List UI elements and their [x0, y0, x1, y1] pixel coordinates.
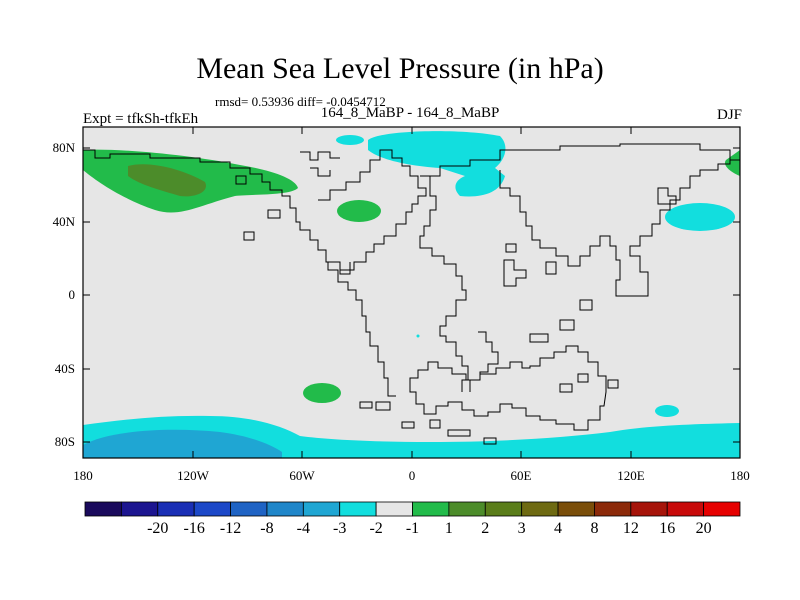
colorbar-swatch: [484, 501, 523, 517]
colorbar-tick-label: -2: [369, 520, 383, 537]
colorbar-swatch: [521, 501, 559, 517]
axis-ticks: [82, 127, 741, 458]
colorbar-swatch: [630, 501, 668, 517]
anomaly-arctic-cyan: [336, 135, 364, 145]
colorbar-tick-label: 1: [444, 520, 453, 537]
colorbar-tick-label: 2: [481, 520, 490, 537]
lon-tick-label: 180: [730, 468, 750, 483]
colorbar-swatch: [666, 501, 705, 517]
colorbar-swatch: [120, 501, 159, 517]
anomaly-arctic-edge-green: [724, 150, 740, 176]
lon-tick-label: 60E: [510, 468, 532, 483]
colorbar-tick-label: -1: [405, 520, 420, 537]
colorbar-swatch: [266, 501, 304, 517]
experiment-label: Expt = tfkSh-tfkEh: [83, 111, 199, 127]
lon-tick-label: 60W: [289, 468, 315, 483]
stats-label: rmsd= 0.53936 diff= -0.0454712: [215, 94, 386, 109]
colorbar: [84, 501, 741, 517]
colorbar-swatch: [193, 501, 231, 517]
anomaly-pacific-cyan: [665, 203, 735, 231]
plot-title: Mean Sea Level Pressure (in hPa): [196, 52, 604, 85]
lat-tick-label: 40S: [54, 361, 75, 376]
lon-tick-label: 120E: [617, 468, 645, 483]
colorbar-tick-label: -12: [219, 520, 242, 537]
colorbar-tick-label: -3: [333, 520, 347, 537]
anomaly-dot-cyan: [416, 334, 420, 338]
colorbar-swatch: [302, 501, 341, 517]
lat-tick-label: 40N: [52, 214, 75, 229]
lat-tick-label: 0: [68, 287, 76, 302]
colorbar-swatch: [157, 501, 195, 517]
colorbar-tick-label: 12: [622, 520, 639, 537]
period-label: 164_8_MaBP - 164_8_MaBP: [320, 105, 500, 121]
anomaly-northeast-pacific-core: [128, 164, 206, 197]
colorbar-tick-label: -16: [183, 520, 205, 537]
colorbar-swatch: [84, 501, 122, 517]
lat-tick-label: 80S: [54, 434, 75, 449]
colorbar-tick-label: 3: [517, 520, 526, 537]
colorbar-swatch: [557, 501, 595, 517]
lon-tick-label: 120W: [177, 468, 209, 483]
anomaly-southern-band-dark: [83, 429, 282, 458]
anomaly-atlantic-green: [337, 200, 381, 222]
colorbar-swatch: [448, 501, 486, 517]
lon-tick-label: 0: [408, 468, 416, 483]
colorbar-tick-label: 4: [554, 520, 563, 537]
colorbar-swatch: [375, 501, 413, 517]
lon-tick-label: 180: [73, 468, 93, 483]
colorbar-swatch: [703, 501, 741, 517]
colorbar-tick-label: -8: [260, 520, 274, 537]
anomaly-south-atlantic-green: [303, 383, 341, 403]
colorbar-swatch: [339, 501, 377, 517]
anomaly-southern-cyan-small: [655, 405, 679, 417]
season-label: DJF: [716, 107, 742, 123]
colorbar-tick-label: -4: [296, 520, 310, 537]
anomaly-north-atlantic-cyan: [368, 131, 506, 197]
colorbar-tick-label: -20: [147, 520, 169, 537]
colorbar-swatch: [230, 501, 268, 517]
colorbar-tick-label: 20: [695, 520, 712, 537]
lat-tick-label: 80N: [52, 140, 75, 155]
coastlines: [83, 143, 740, 445]
colorbar-tick-label: 16: [659, 520, 676, 537]
colorbar-swatch: [412, 501, 450, 517]
colorbar-tick-label: 8: [590, 520, 599, 537]
colorbar-swatch: [594, 501, 632, 517]
